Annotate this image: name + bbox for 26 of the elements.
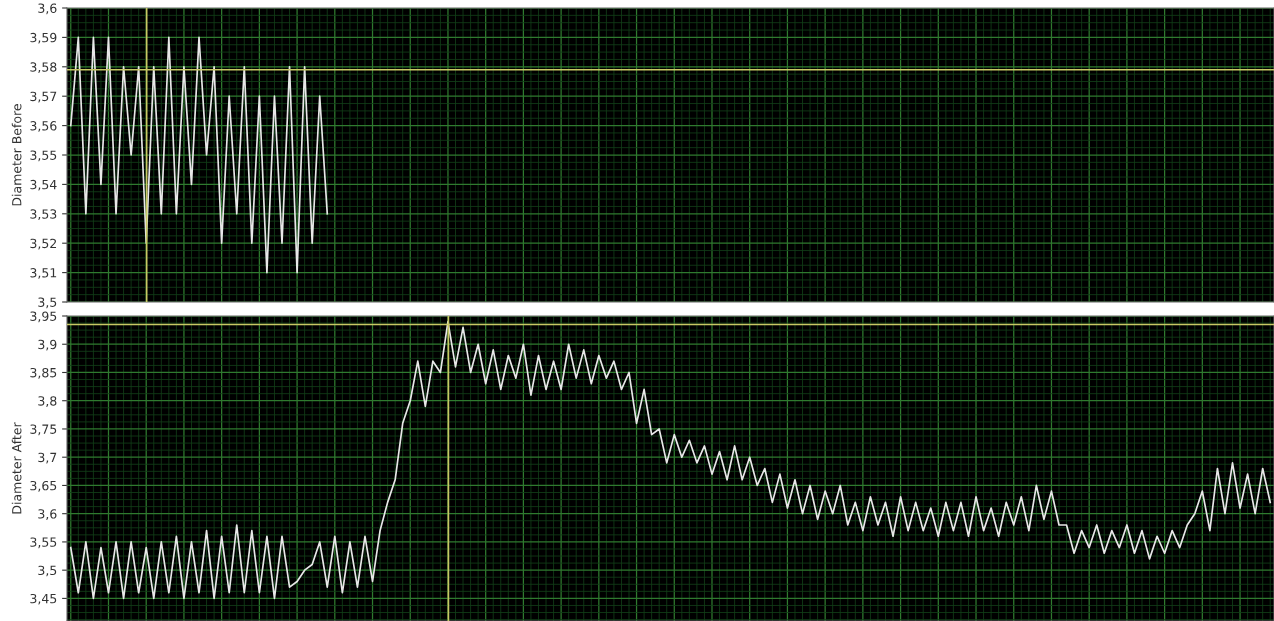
y-tick-label: 3,59 <box>30 32 57 44</box>
y-tick-label: 3,9 <box>38 339 57 351</box>
y-tick-label: 3,6 <box>38 509 57 520</box>
y-tick-label: 3,53 <box>30 209 57 220</box>
y-axis-title: Diameter Before <box>11 104 22 206</box>
y-tick-label: 3,55 <box>30 150 57 162</box>
y-tick-label: 3,8 <box>38 396 57 407</box>
y-tick-label: 3,6 <box>38 3 57 15</box>
y-tick-label: 3,5 <box>38 565 57 577</box>
y-tick-label: 3,45 <box>30 593 57 605</box>
y-tick-label: 3,5 <box>38 297 57 309</box>
y-axis-title: Diameter After <box>11 422 22 514</box>
y-tick-label: 3,55 <box>30 537 57 549</box>
y-tick-label: 3,7 <box>38 452 57 464</box>
y-tick-label: 3,95 <box>30 311 57 323</box>
line-series <box>69 320 1272 600</box>
y-tick-label: 3,57 <box>30 91 57 103</box>
y-tick-label: 3,54 <box>30 179 57 191</box>
y-tick-label: 3,85 <box>30 367 57 379</box>
line-series <box>69 36 329 274</box>
y-tick-label: 3,56 <box>30 121 57 132</box>
y-tick-label: 3,58 <box>30 62 57 73</box>
y-tick-label: 3,75 <box>30 424 57 436</box>
y-tick-label: 3,51 <box>30 268 57 279</box>
y-tick-label: 3,52 <box>30 238 57 250</box>
y-tick-label: 3,65 <box>30 480 57 492</box>
